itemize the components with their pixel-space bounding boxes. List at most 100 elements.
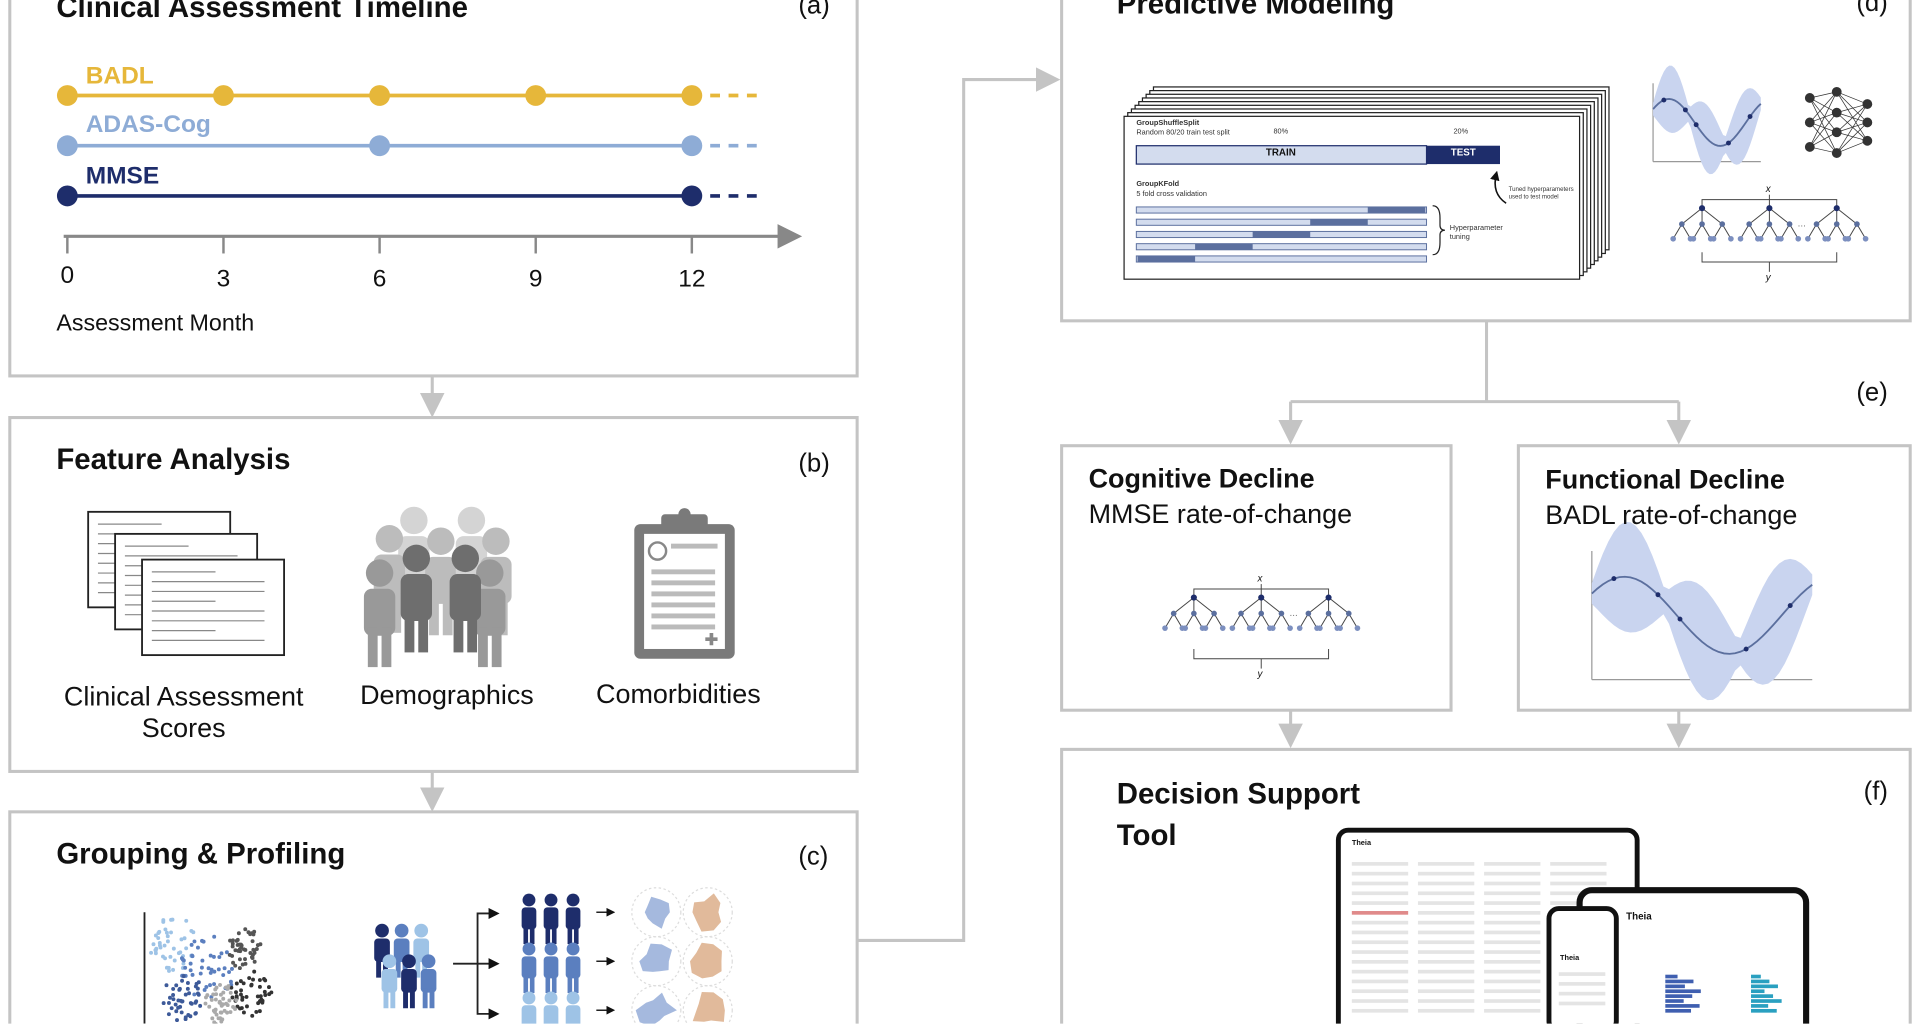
person-icon (375, 923, 389, 938)
scatter-point (228, 990, 233, 995)
tree-leaf (1778, 235, 1784, 242)
scatter-point (255, 994, 260, 999)
scatter-point (214, 992, 219, 997)
person-icon (521, 1005, 537, 1024)
split-desc: Random 80/20 train test split (1136, 129, 1230, 138)
group-arrow (476, 907, 500, 964)
laptop-cell (1550, 871, 1607, 876)
app-name: Theia (1351, 840, 1372, 848)
box-title: Functional Decline (1545, 464, 1785, 495)
scatter-point (230, 938, 235, 943)
scatter-point (219, 1001, 224, 1006)
scatter-point (175, 1018, 179, 1023)
person-icon (401, 969, 417, 993)
person-icon (565, 956, 581, 979)
tree-node (1786, 221, 1793, 227)
box-subtitle: BADL rate-of-change (1545, 499, 1798, 531)
scatter-point (217, 955, 222, 959)
scatter-point (208, 970, 213, 975)
person-icon (544, 893, 558, 907)
scatter-point (171, 993, 176, 997)
feature-label: Clinical Assessment Scores (63, 680, 304, 744)
nn-node (1804, 142, 1815, 152)
person-icon (409, 988, 415, 1009)
laptop-cell (1484, 862, 1541, 866)
nn-edge (1836, 112, 1868, 142)
tree-edge (1173, 613, 1183, 629)
fold-val (1252, 231, 1311, 238)
scatter-point (225, 986, 230, 991)
laptop-cell (1417, 960, 1475, 964)
scatter-point (249, 955, 254, 960)
radar-shape (692, 992, 725, 1022)
cv-note: Hyperparameter tuning (1449, 225, 1503, 242)
scatter-point (210, 1016, 215, 1021)
scatter-point (263, 978, 268, 983)
tree-edge (1339, 613, 1350, 629)
person-icon (429, 596, 439, 636)
scatter-point (231, 960, 236, 965)
cv-arrow-note: Tuned hyperparameters used to test model (1508, 186, 1574, 201)
scatter-point (230, 966, 234, 971)
person-icon (451, 544, 480, 573)
laptop-cell (1484, 950, 1541, 954)
nn-edge (1836, 122, 1868, 133)
tree-edge (1328, 613, 1338, 629)
person-icon (442, 596, 453, 636)
tree-edge (1173, 597, 1195, 614)
nn-edge (1836, 91, 1868, 105)
scatter-point (168, 954, 173, 959)
person-icon (567, 925, 573, 945)
laptop-cell (1351, 979, 1409, 984)
feature-label: Demographics (360, 679, 534, 711)
tree-leaf (1845, 235, 1852, 242)
person-icon (545, 974, 551, 994)
scatter-point (201, 939, 206, 944)
gp-obs (1747, 114, 1753, 119)
scatter-point (239, 988, 244, 993)
scatter-point (211, 954, 216, 959)
person-icon (529, 974, 535, 994)
scatter-point (211, 992, 216, 997)
scatter-point (212, 982, 217, 987)
tree-edge (1272, 613, 1282, 629)
laptop-cell (1351, 969, 1409, 974)
nn-edge (1809, 131, 1837, 148)
scatter-point (153, 933, 158, 938)
laptop-cell (1351, 989, 1409, 994)
tree-node (1699, 221, 1705, 227)
person-icon (404, 613, 415, 653)
phone-cell (1558, 1001, 1606, 1006)
tree-edge (1299, 613, 1309, 629)
scatter-point (239, 1006, 244, 1011)
cv-card (1123, 115, 1581, 280)
scatter-point (230, 995, 235, 1000)
scatter-point (218, 1010, 223, 1015)
tree-leaf (1805, 235, 1811, 242)
laptop-cell (1484, 881, 1541, 886)
person-icon (522, 893, 536, 907)
scatter-point (257, 978, 262, 983)
tree-leaf (1182, 625, 1189, 631)
scatter-point (243, 927, 248, 932)
scatter-point (243, 961, 248, 966)
gp-band (1653, 65, 1761, 175)
scatter-point (209, 967, 214, 972)
laptop-cell (1351, 960, 1409, 964)
scatter-point (149, 950, 154, 955)
test-label: TEST (1450, 146, 1476, 158)
tree-edge (1307, 613, 1318, 629)
tree-output: y (1765, 271, 1771, 283)
scatter-point (212, 934, 217, 939)
panel-label: (e) (1856, 378, 1888, 407)
laptop-cell (1484, 969, 1541, 974)
nn-node (1804, 117, 1815, 128)
scatter-point (263, 993, 268, 997)
tree-edge (1319, 613, 1329, 629)
assessment-dot (56, 135, 78, 157)
person-icon (383, 988, 389, 1009)
tree-node (1278, 610, 1285, 617)
person-icon (566, 942, 580, 956)
scatter-point (250, 1013, 255, 1018)
assessment-dot (369, 135, 390, 157)
